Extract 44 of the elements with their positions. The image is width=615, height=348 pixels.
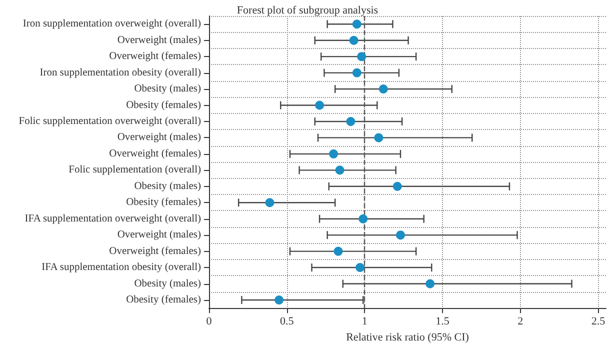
point [396, 230, 405, 240]
y-tick-label: Folic supplementation overweight (overall) [18, 116, 202, 127]
x-tick-label: 1 [362, 316, 368, 328]
point [352, 68, 362, 78]
y-tick-label: Overweight (females) [109, 148, 202, 160]
point [346, 116, 356, 126]
point [357, 52, 366, 62]
y-tick-label: Obesity (females) [126, 100, 202, 111]
y-tick-label: Overweight (males) [117, 34, 202, 46]
point [334, 246, 343, 256]
y-tick-label: Obesity (males) [134, 84, 202, 95]
x-tick-label: 1.5 [436, 316, 450, 328]
point [374, 133, 384, 142]
chart-title: Forest plot of subgroup analysis [236, 4, 378, 16]
y-tick-label: Overweight (females) [109, 51, 202, 62]
x-tick-label: 2 [518, 316, 524, 328]
point [426, 279, 435, 288]
y-tick-label: Overweight (males) [117, 230, 202, 241]
y-tick-label: Obesity (males) [134, 180, 202, 192]
y-tick-label: Obesity (males) [134, 278, 202, 290]
x-tick-label: 0 [206, 316, 212, 328]
point [329, 149, 338, 158]
point [358, 214, 368, 224]
x-tick-label: 2.5 [591, 316, 606, 328]
y-tick-label: Overweight (males) [117, 132, 202, 144]
y-tick-label: IFA supplementation overweight (overall) [24, 213, 202, 224]
point [349, 36, 358, 45]
y-tick-label: Folic supplementation (overall) [68, 164, 202, 176]
point [265, 198, 274, 208]
point [315, 100, 324, 110]
y-tick-label: Iron supplementation overweight (overall) [22, 18, 202, 30]
point [335, 166, 344, 175]
y-tick-label: IFA supplementation obesity (overall) [42, 262, 202, 274]
point [378, 84, 388, 94]
point [392, 182, 402, 191]
point [352, 20, 362, 29]
x-tick-label: 0.5 [280, 316, 294, 328]
point [274, 295, 284, 304]
y-tick-label: Obesity (females) [126, 294, 202, 306]
x-axis-title: Relative risk ratio (95% CI) [346, 332, 470, 344]
y-tick-label: Obesity (females) [126, 197, 202, 208]
point [356, 263, 365, 272]
y-tick-label: Iron supplementation obesity (overall) [40, 67, 202, 78]
y-tick-label: Overweight (females) [109, 246, 202, 257]
